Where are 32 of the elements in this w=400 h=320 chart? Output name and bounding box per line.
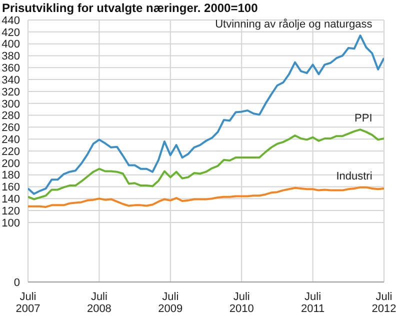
x-tick-label: Juli 2011 xyxy=(300,291,325,315)
y-tick-label: 280 xyxy=(2,110,20,122)
series-label: Industri xyxy=(336,170,372,182)
x-tick-label: Juli 2009 xyxy=(158,291,183,315)
x-tick-label: Juli 2010 xyxy=(229,291,254,315)
y-tick-label: 260 xyxy=(2,122,20,134)
series-label: Utvinning av råolje og naturgass xyxy=(215,18,373,30)
y-tick-label: 340 xyxy=(2,74,20,86)
y-tick-label: 400 xyxy=(2,38,20,51)
y-tick-label: 380 xyxy=(2,50,20,63)
x-tick-label: Juli 2012 xyxy=(372,291,396,315)
chart-title: Prisutvikling for utvalgte næringer. 2000=100 xyxy=(2,1,258,15)
line-series xyxy=(28,186,384,208)
line-series xyxy=(28,128,384,200)
y-tick-label: 320 xyxy=(2,86,20,98)
y-tick-label: 220 xyxy=(2,146,20,158)
x-tick-label: Juli 2007 xyxy=(16,291,40,315)
y-tick-label: 420 xyxy=(2,26,20,39)
y-tick-label: 120 xyxy=(2,205,20,218)
y-tick-label: 300 xyxy=(2,98,20,110)
x-tick-label: Juli 2008 xyxy=(86,291,112,315)
y-tick-label: 140 xyxy=(2,194,20,206)
y-tick-label: 160 xyxy=(2,182,20,194)
y-tick-label: 200 xyxy=(2,158,20,170)
y-tick-label: 360 xyxy=(2,62,20,75)
y-tick-label: 100 xyxy=(2,217,20,230)
y-tick-label: 180 xyxy=(2,170,20,182)
y-tick-label: 240 xyxy=(2,134,20,146)
y-tick-label: 440 xyxy=(2,14,20,27)
series-label: PPI xyxy=(354,112,372,125)
line-series xyxy=(28,34,384,195)
y-tick-label: 0 xyxy=(14,276,20,289)
